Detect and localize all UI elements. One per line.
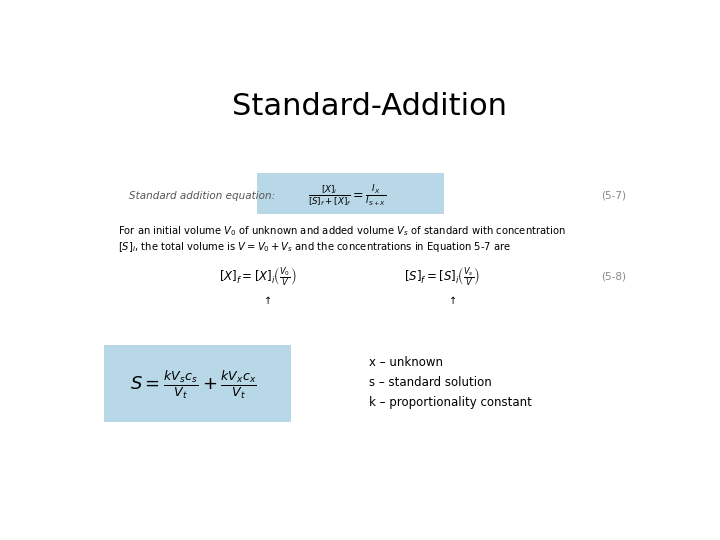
Text: x – unknown: x – unknown — [369, 356, 443, 369]
Text: (5-8): (5-8) — [600, 272, 626, 282]
Text: $S = \frac{kV_s c_s}{V_t} + \frac{kV_x c_x}{V_t}$: $S = \frac{kV_s c_s}{V_t} + \frac{kV_x c… — [130, 368, 256, 402]
Text: s – standard solution: s – standard solution — [369, 375, 492, 389]
Text: (5-7): (5-7) — [600, 191, 626, 201]
FancyBboxPatch shape — [104, 346, 291, 422]
Text: $[S]_f = [S]_i\left(\frac{V_s}{V}\right)$: $[S]_f = [S]_i\left(\frac{V_s}{V}\right)… — [404, 265, 480, 288]
Text: k – proportionality constant: k – proportionality constant — [369, 395, 532, 409]
Text: For an initial volume $V_0$ of unknown and added volume $V_s$ of standard with c: For an initial volume $V_0$ of unknown a… — [118, 224, 566, 238]
Text: $\uparrow$: $\uparrow$ — [446, 294, 456, 306]
Text: $[S]_i$, the total volume is $V = V_0 + V_s$ and the concentrations in Equation : $[S]_i$, the total volume is $V = V_0 + … — [118, 240, 511, 253]
Text: $\uparrow$: $\uparrow$ — [262, 294, 272, 306]
FancyBboxPatch shape — [258, 173, 444, 214]
Text: Standard addition equation:: Standard addition equation: — [129, 191, 275, 201]
Text: Standard-Addition: Standard-Addition — [232, 92, 506, 121]
Text: $\frac{[X]_i}{[S]_f + [X]_f} = \frac{I_X}{I_{S+X}}$: $\frac{[X]_i}{[S]_f + [X]_f} = \frac{I_X… — [307, 184, 386, 208]
Text: $[X]_f = [X]_i\left(\frac{V_0}{V}\right)$: $[X]_f = [X]_i\left(\frac{V_0}{V}\right)… — [219, 265, 296, 288]
